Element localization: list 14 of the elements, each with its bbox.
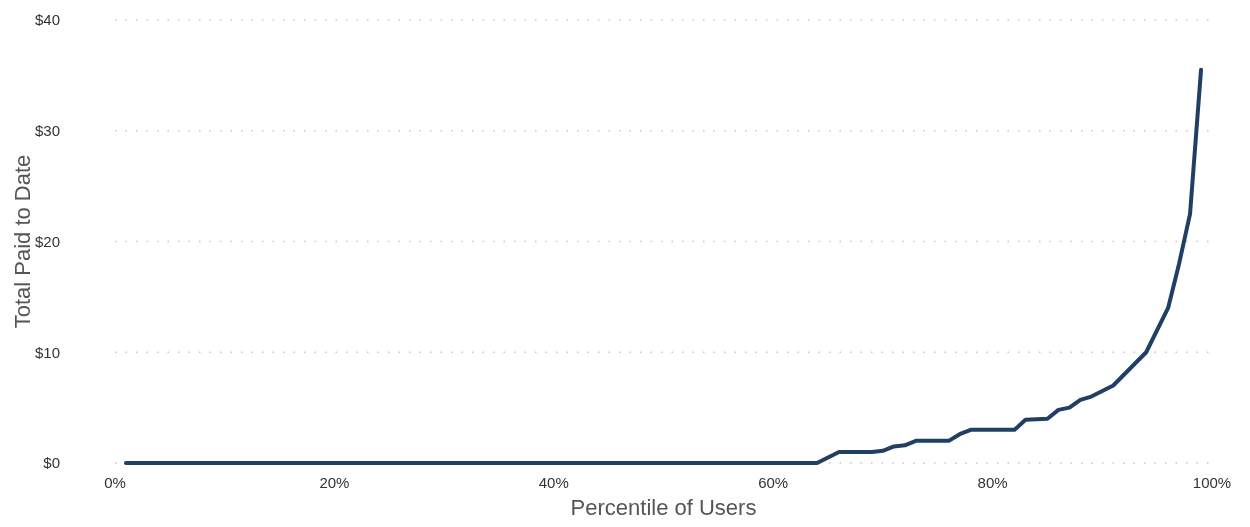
x-tick-label: 0%	[104, 474, 126, 491]
x-tick-label: 40%	[538, 474, 569, 491]
y-tick-label: $30	[34, 122, 60, 139]
x-tick-label: 60%	[758, 474, 789, 491]
y-tick-label: $0	[43, 454, 60, 472]
y-tick-label: $20	[34, 232, 60, 250]
x-tick-label: 20%	[319, 474, 350, 491]
y-tick-label: $10	[34, 343, 60, 361]
line-series	[123, 67, 1204, 465]
y-tick-label: $40	[34, 11, 60, 29]
y-axis-title: Total Paid to Date	[10, 154, 35, 329]
x-tick-label: 100%	[1192, 474, 1232, 491]
x-tick-label: 80%	[977, 474, 1008, 491]
x-axis-title: Percentile of Users	[570, 495, 757, 520]
